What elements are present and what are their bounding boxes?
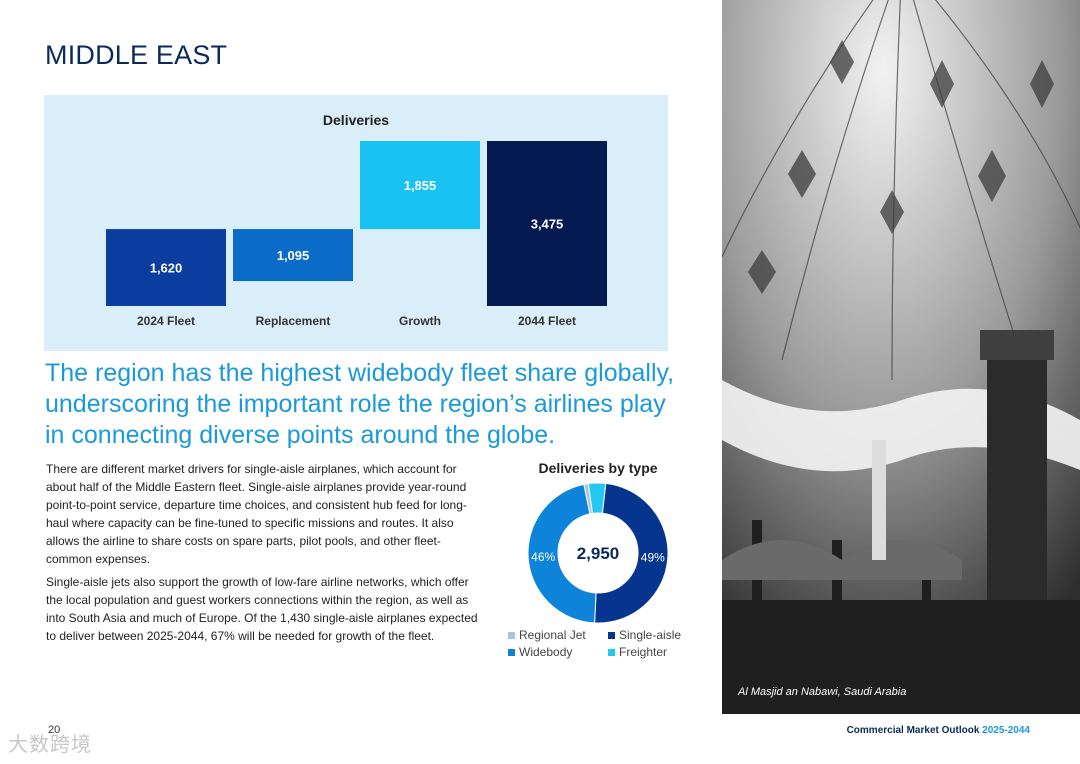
- paragraph-2: Single-aisle jets also support the growt…: [46, 575, 478, 643]
- bar-2044-fleet: [487, 141, 607, 306]
- headline: The region has the highest widebody flee…: [45, 359, 675, 449]
- footer-title: Commercial Market Outlook: [846, 725, 980, 736]
- umbrella-canopy-illustration: [722, 0, 1080, 714]
- section-title: MIDDLE EAST: [45, 40, 228, 70]
- bar-growth: [360, 141, 480, 230]
- legend-swatch: [608, 648, 615, 656]
- bar-value-label: 3,475: [531, 217, 564, 232]
- bar-replacement: [233, 229, 353, 282]
- category-label: 2044 Fleet: [518, 314, 576, 328]
- donut-chart-svg: 49% 46% 2,950: [527, 482, 669, 624]
- mosque-photo: Al Masjid an Nabawi, Saudi Arabia: [722, 0, 1080, 714]
- page-number: 20: [48, 724, 61, 736]
- body-text: There are different market drivers for s…: [46, 460, 478, 650]
- footer: Commercial Market Outlook 2025-2044: [847, 725, 1030, 736]
- legend-swatch: [508, 631, 515, 639]
- paragraph-1: There are different market drivers for s…: [46, 462, 467, 566]
- donut-legend: Regional Jet Single-aisle Widebody Freig…: [508, 628, 698, 659]
- slice-percent-label: 49%: [641, 550, 665, 564]
- waterfall-chart-svg: 1,620 2024 Fleet 1,095 Replacement 1,855 Grow…: [106, 141, 607, 328]
- slice-regional-jet: [583, 483, 593, 515]
- category-label: Growth: [399, 314, 441, 328]
- bar-value-label: 1,855: [404, 178, 437, 193]
- legend-freighter: Freighter: [608, 645, 698, 659]
- slice-percent-label: 46%: [531, 550, 555, 564]
- legend-swatch: [608, 631, 615, 639]
- photo-caption: Al Masjid an Nabawi, Saudi Arabia: [738, 686, 907, 698]
- legend-regional-jet: Regional Jet: [508, 628, 608, 642]
- bar-value-label: 1,620: [150, 261, 183, 276]
- donut-center-total: 2,950: [577, 544, 620, 563]
- slice-single-aisle: [594, 482, 669, 624]
- footer-years: 2025-2044: [982, 725, 1030, 736]
- legend-widebody: Widebody: [508, 645, 608, 659]
- bar-value-label: 1,095: [277, 248, 310, 263]
- category-label: Replacement: [256, 314, 331, 328]
- category-label: 2024 Fleet: [137, 314, 195, 328]
- chart-title: Deliveries: [322, 112, 390, 128]
- legend-swatch: [508, 648, 515, 656]
- bar-2024-fleet: [106, 229, 226, 306]
- legend-single-aisle: Single-aisle: [608, 628, 698, 642]
- watermark: 大数跨境: [8, 734, 92, 756]
- donut-title: Deliveries by type: [538, 460, 658, 476]
- slice-widebody: [527, 483, 597, 624]
- deliveries-chart: Deliveries 1,620 2024 Fleet 1,095 Replaceme…: [44, 95, 668, 351]
